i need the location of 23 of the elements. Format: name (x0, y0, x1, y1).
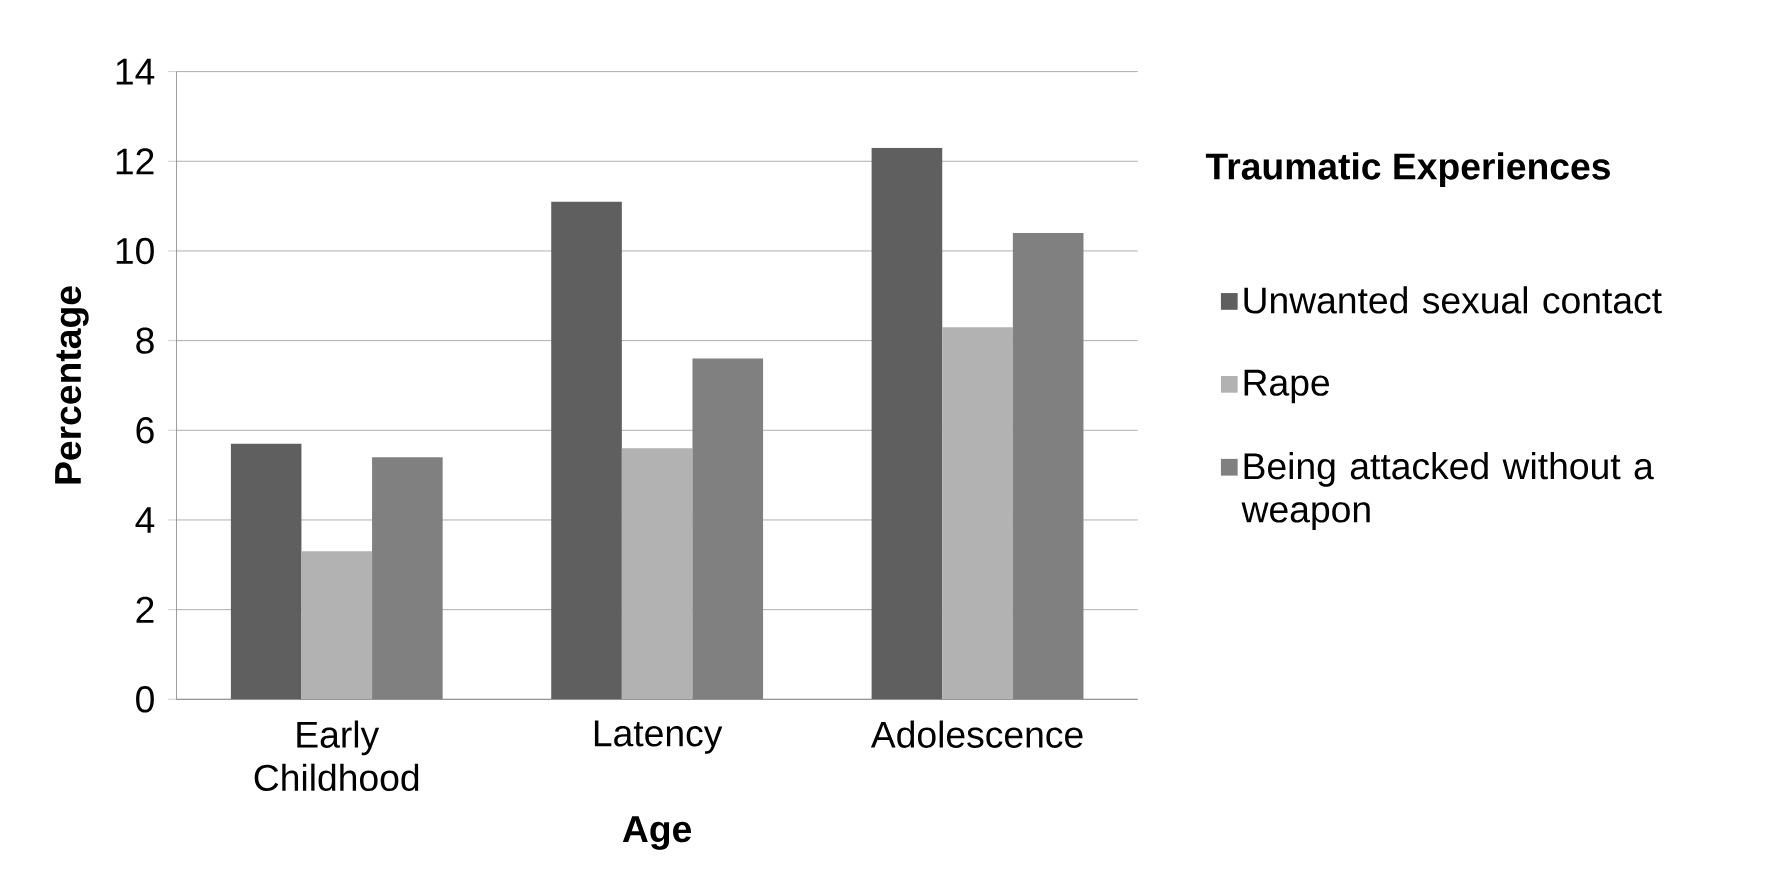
y-tick-label: 12 (116, 148, 154, 175)
bar (942, 327, 1013, 700)
x-axis-title: Age (622, 816, 692, 851)
y-tick-label: 2 (136, 596, 154, 623)
bar (621, 448, 693, 700)
y-tick-label: 0 (136, 686, 154, 713)
y-tick-label: 14 (116, 58, 155, 85)
y-tick-label: 8 (136, 327, 154, 355)
legend-label: Being attacked without a weapon (1241, 452, 1654, 531)
y-tick-label: 6 (136, 417, 154, 444)
y-tick-label: 4 (135, 507, 155, 533)
x-tick-label: Latency (594, 720, 723, 755)
bar (301, 551, 373, 700)
legend-title: Traumatic Experiences (1205, 152, 1610, 188)
legend-label: Rape (1244, 370, 1330, 404)
bar (871, 148, 943, 700)
x-tick-label: Adolescence (870, 720, 1083, 749)
y-axis-title: Percentage (55, 286, 89, 484)
bar (230, 443, 302, 700)
bar (551, 201, 622, 700)
y-tick-label: 10 (116, 237, 154, 265)
x-tick-label: Early Childhood (254, 720, 419, 792)
legend-label: Unwanted sexual contact (1244, 286, 1662, 314)
